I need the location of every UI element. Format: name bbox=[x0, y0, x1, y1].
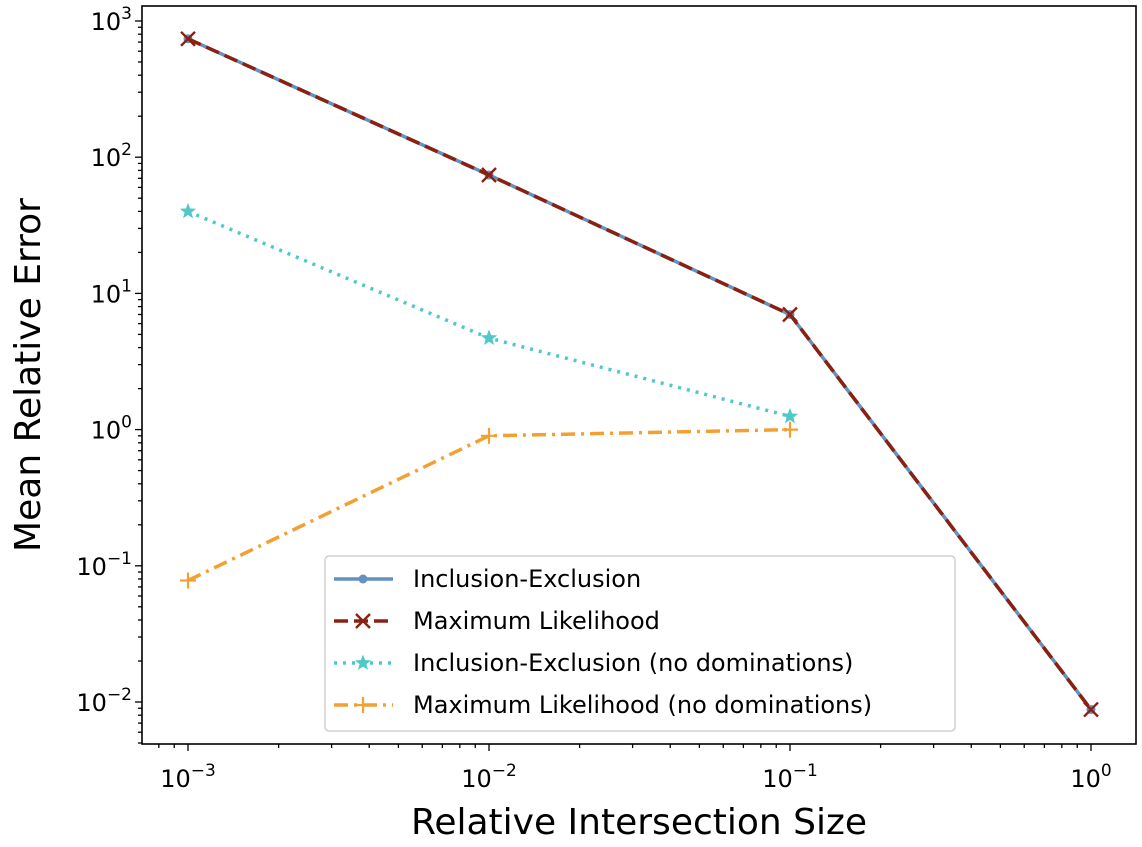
y-tick-label: 102 bbox=[91, 140, 132, 172]
legend-item: Inclusion-Exclusion bbox=[334, 565, 641, 593]
legend-marker bbox=[355, 613, 371, 629]
series-3 bbox=[179, 202, 799, 424]
x-tick-label: 10−1 bbox=[762, 761, 818, 793]
data-point bbox=[1083, 701, 1099, 718]
data-point bbox=[180, 30, 196, 47]
legend-item: Inclusion-Exclusion (no dominations) bbox=[334, 649, 853, 677]
legend-marker bbox=[358, 574, 368, 584]
x-tick-label: 10−2 bbox=[461, 761, 517, 793]
y-tick-label: 10−2 bbox=[76, 685, 132, 717]
plot-area bbox=[179, 30, 1099, 718]
legend: Inclusion-Exclusion Maximum Likelihood Inc… bbox=[324, 555, 956, 732]
x-tick-label: 10−3 bbox=[160, 761, 216, 793]
y-tick-label: 10−1 bbox=[76, 549, 132, 581]
data-point bbox=[481, 167, 497, 183]
axis-ticks: 10−3 10−2 10−1 100 10−2 10−1 100 101 102 103 bbox=[76, 4, 1111, 793]
data-point bbox=[481, 427, 497, 444]
data-point bbox=[180, 572, 196, 589]
series-line bbox=[187, 427, 791, 583]
legend-box bbox=[324, 555, 956, 732]
y-axis-title: Mean Relative Error bbox=[8, 198, 49, 552]
data-point bbox=[782, 306, 798, 323]
y-tick-label: 101 bbox=[91, 276, 132, 308]
y-tick-label: 100 bbox=[91, 413, 132, 445]
series-line bbox=[187, 209, 791, 419]
data-point bbox=[179, 202, 197, 219]
x-tick-label: 100 bbox=[1070, 761, 1111, 793]
series-2 bbox=[180, 30, 1099, 718]
legend-marker bbox=[355, 697, 371, 713]
legend-marker bbox=[354, 654, 372, 670]
data-point bbox=[782, 421, 798, 438]
y-tick-label: 103 bbox=[91, 4, 132, 36]
legend-label: Maximum Likelihood bbox=[413, 607, 660, 635]
plot-frame bbox=[141, 5, 1137, 745]
x-axis-title: Relative Intersection Size bbox=[411, 802, 867, 842]
legend-label: Inclusion-Exclusion (no dominations) bbox=[413, 649, 853, 677]
legend-label: Maximum Likelihood (no dominations) bbox=[413, 691, 872, 719]
data-point bbox=[480, 329, 498, 345]
series-4 bbox=[180, 421, 798, 589]
series-line bbox=[187, 37, 1093, 711]
data-point bbox=[781, 407, 799, 424]
legend-item: Maximum Likelihood bbox=[334, 607, 660, 635]
legend-item: Maximum Likelihood (no dominations) bbox=[334, 691, 872, 719]
legend-label: Inclusion-Exclusion bbox=[413, 565, 641, 593]
